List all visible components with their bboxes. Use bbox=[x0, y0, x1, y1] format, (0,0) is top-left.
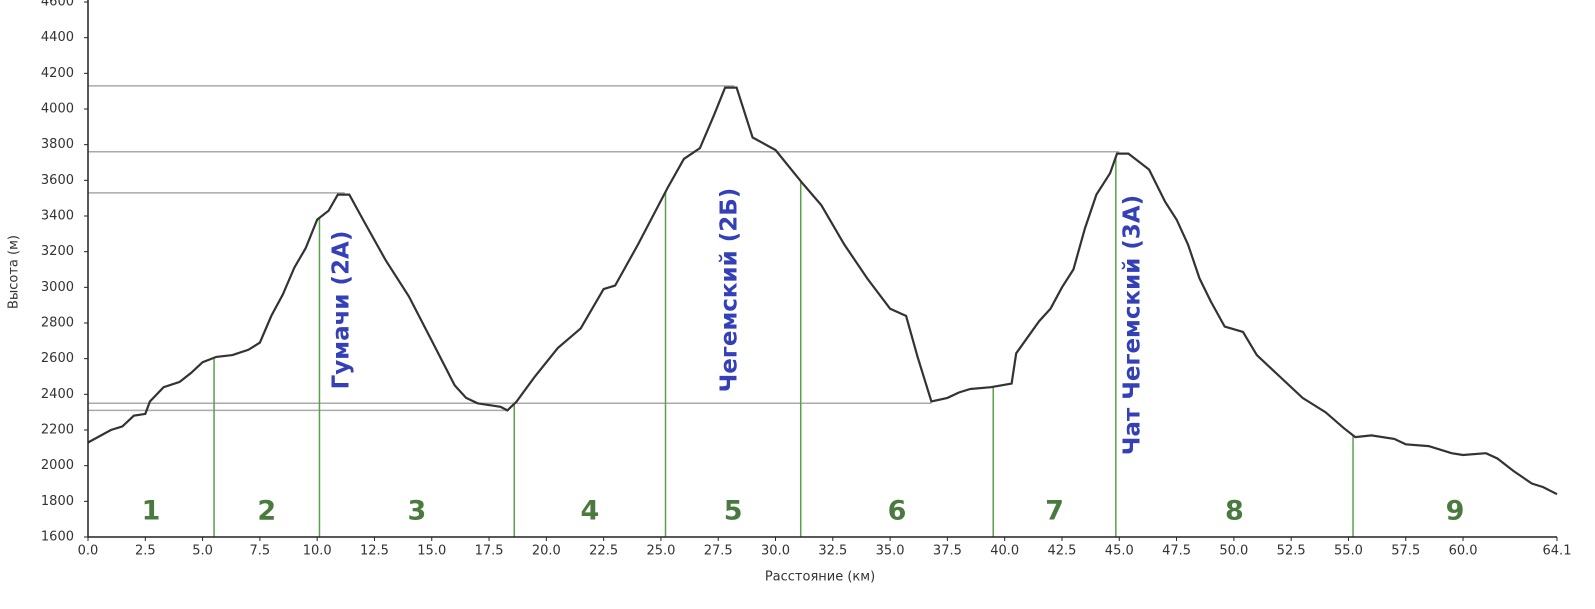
pass-label: Чат Чегемский (3А) bbox=[1120, 195, 1146, 455]
x-tick-label: 47.5 bbox=[1162, 544, 1191, 559]
y-tick-label: 1800 bbox=[41, 494, 74, 509]
x-tick-label: 45.0 bbox=[1105, 544, 1134, 559]
y-tick-label: 3800 bbox=[41, 137, 74, 152]
x-tick-label: 12.5 bbox=[360, 544, 389, 559]
x-axis-label: Расстояние (км) bbox=[765, 570, 875, 585]
segment-label: 4 bbox=[580, 496, 599, 527]
x-tick-label: 5.0 bbox=[192, 544, 213, 559]
segment-label: 6 bbox=[888, 496, 907, 527]
y-tick-label: 2200 bbox=[41, 423, 74, 438]
x-tick-label: 32.5 bbox=[818, 544, 847, 559]
x-tick-label: 0.0 bbox=[78, 544, 99, 559]
x-tick-label: 57.5 bbox=[1391, 544, 1420, 559]
x-tick-label: 30.0 bbox=[761, 544, 790, 559]
y-tick-label: 2000 bbox=[41, 458, 74, 473]
x-tick-label: 40.0 bbox=[990, 544, 1019, 559]
y-tick-label: 3200 bbox=[41, 244, 74, 259]
segment-label: 7 bbox=[1045, 496, 1064, 527]
y-tick-label: 4000 bbox=[41, 102, 74, 117]
x-tick-label: 10.0 bbox=[303, 544, 332, 559]
x-tick-label: 20.0 bbox=[532, 544, 561, 559]
elevation-line bbox=[87, 86, 1558, 496]
x-tick-label: 22.5 bbox=[589, 544, 618, 559]
x-tick-label: 2.5 bbox=[135, 544, 156, 559]
segment-label: 8 bbox=[1225, 496, 1244, 527]
segment-label: 5 bbox=[724, 496, 743, 527]
x-tick-label: 52.5 bbox=[1277, 544, 1306, 559]
x-tick-label: 64.1 bbox=[1543, 544, 1572, 559]
x-tick-label: 60.0 bbox=[1449, 544, 1478, 559]
y-tick-label: 4600 bbox=[41, 0, 74, 10]
x-tick-label: 55.0 bbox=[1334, 544, 1363, 559]
segment-label: 2 bbox=[257, 496, 276, 527]
x-tick-label: 7.5 bbox=[250, 544, 271, 559]
segment-label: 1 bbox=[142, 496, 161, 527]
x-tick-label: 50.0 bbox=[1219, 544, 1248, 559]
y-tick-label: 2800 bbox=[41, 316, 74, 331]
segment-label: 9 bbox=[1446, 496, 1465, 527]
x-tick-label: 37.5 bbox=[933, 544, 962, 559]
y-tick-label: 3000 bbox=[41, 280, 74, 295]
y-axis-label: Высота (м) bbox=[7, 235, 22, 309]
y-tick-label: 1600 bbox=[41, 530, 74, 545]
y-tick-label: 2600 bbox=[41, 351, 74, 366]
x-tick-label: 15.0 bbox=[417, 544, 446, 559]
pass-label: Чегемский (2Б) bbox=[717, 188, 743, 393]
y-tick-label: 2400 bbox=[41, 387, 74, 402]
x-tick-label: 25.0 bbox=[646, 544, 675, 559]
x-tick-label: 42.5 bbox=[1048, 544, 1077, 559]
y-tick-label: 3600 bbox=[41, 173, 74, 188]
x-tick-label: 27.5 bbox=[704, 544, 733, 559]
pass-label: Гумачи (2А) bbox=[329, 231, 355, 390]
x-tick-label: 17.5 bbox=[475, 544, 504, 559]
y-tick-label: 4400 bbox=[41, 30, 74, 45]
y-tick-label: 3400 bbox=[41, 209, 74, 224]
x-tick-label: 35.0 bbox=[876, 544, 905, 559]
segment-label: 3 bbox=[407, 496, 426, 527]
y-tick-label: 4200 bbox=[41, 66, 74, 81]
